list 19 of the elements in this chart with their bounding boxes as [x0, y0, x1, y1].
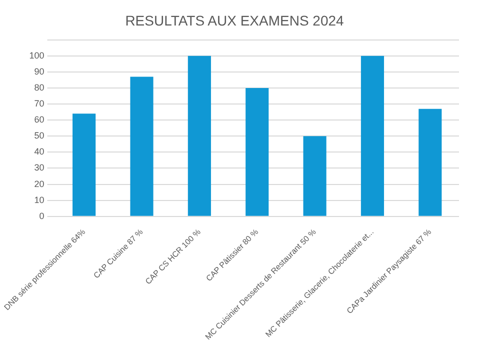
bar: [246, 88, 269, 216]
chart-title: RESULTATS AUX EXAMENS 2024: [125, 12, 344, 28]
bar: [418, 108, 442, 216]
y-tick-label: 30: [34, 162, 44, 173]
y-tick-label: 60: [34, 114, 44, 125]
bar: [130, 76, 154, 216]
y-tick-label: 20: [34, 178, 44, 189]
y-tick-label: 40: [34, 146, 44, 157]
bar: [303, 136, 326, 216]
y-tick-label: 80: [34, 82, 44, 92]
y-tick-label: 10: [34, 194, 44, 205]
y-tick-label: 0: [39, 210, 44, 221]
bar: [72, 114, 96, 216]
y-tick-label: 100: [29, 50, 44, 60]
bar: [188, 56, 211, 216]
bar: [360, 56, 384, 216]
y-tick-label: 70: [34, 98, 44, 108]
y-tick-label: 90: [34, 66, 44, 76]
y-tick-label: 50: [34, 130, 44, 141]
